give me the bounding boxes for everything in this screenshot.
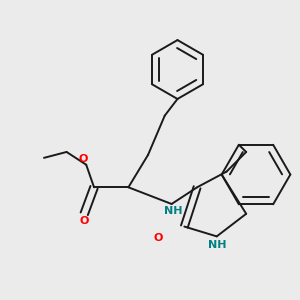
Text: NH: NH xyxy=(164,206,182,216)
Text: O: O xyxy=(153,233,163,243)
Text: O: O xyxy=(80,216,89,226)
Text: NH: NH xyxy=(208,240,226,250)
Text: O: O xyxy=(79,154,88,164)
